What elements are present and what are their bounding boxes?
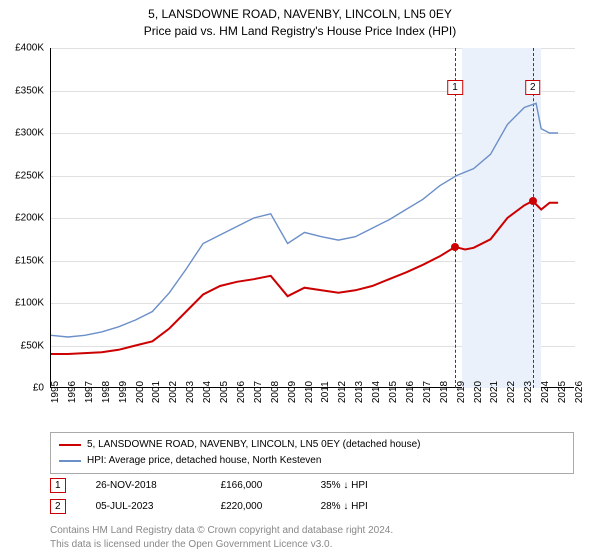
- legend-row: HPI: Average price, detached house, Nort…: [59, 453, 565, 469]
- transaction-marker: 1: [50, 478, 66, 493]
- y-tick-label: £350K: [15, 85, 44, 96]
- x-tick-label: 1998: [101, 381, 112, 403]
- chart-svg: [51, 48, 575, 388]
- x-tick-label: 2005: [219, 381, 230, 403]
- x-tick-label: 2010: [304, 381, 315, 403]
- legend-row: 5, LANSDOWNE ROAD, NAVENBY, LINCOLN, LN5…: [59, 437, 565, 453]
- x-tick-label: 2002: [168, 381, 179, 403]
- transaction-diff: 28% ↓ HPI: [321, 501, 401, 512]
- x-tick-label: 2011: [320, 381, 331, 403]
- attribution-line-1: Contains HM Land Registry data © Crown c…: [50, 524, 393, 538]
- x-tick-label: 2009: [287, 381, 298, 403]
- attribution-line-2: This data is licensed under the Open Gov…: [50, 538, 393, 552]
- x-tick-label: 2016: [405, 381, 416, 403]
- x-tick-label: 2023: [523, 381, 534, 403]
- x-tick-label: 2018: [439, 381, 450, 403]
- x-tick-label: 2026: [574, 381, 585, 403]
- legend-label-hpi: HPI: Average price, detached house, Nort…: [87, 453, 321, 469]
- series-line-hpi: [51, 103, 558, 337]
- x-tick-label: 1999: [118, 381, 129, 403]
- transaction-marker: 2: [50, 499, 66, 514]
- x-tick-label: 2019: [456, 381, 467, 403]
- y-tick-label: £100K: [15, 298, 44, 309]
- x-tick-label: 2003: [185, 381, 196, 403]
- y-tick-label: £150K: [15, 255, 44, 266]
- x-tick-label: 2015: [388, 381, 399, 403]
- x-tick-label: 2014: [371, 381, 382, 403]
- table-row: 1 26-NOV-2018 £166,000 35% ↓ HPI: [50, 478, 401, 493]
- chart-area: 12: [50, 48, 574, 388]
- x-tick-label: 2012: [337, 381, 348, 403]
- x-tick-label: 2017: [422, 381, 433, 403]
- x-tick-label: 2006: [236, 381, 247, 403]
- legend-swatch-property: [59, 444, 81, 446]
- x-tick-label: 2025: [557, 381, 568, 403]
- x-tick-label: 1997: [84, 381, 95, 403]
- transaction-diff: 35% ↓ HPI: [321, 480, 401, 491]
- y-tick-label: £50K: [21, 340, 44, 351]
- x-tick-label: 2024: [540, 381, 551, 403]
- y-tick-label: £300K: [15, 128, 44, 139]
- x-tick-label: 2022: [506, 381, 517, 403]
- y-tick-label: £0: [33, 383, 44, 394]
- x-tick-label: 2004: [202, 381, 213, 403]
- data-point-marker: [451, 243, 459, 251]
- x-tick-label: 2007: [253, 381, 264, 403]
- x-tick-label: 2001: [151, 381, 162, 403]
- attribution: Contains HM Land Registry data © Crown c…: [50, 524, 393, 551]
- data-point-marker: [529, 197, 537, 205]
- x-tick-label: 2013: [354, 381, 365, 403]
- legend-swatch-hpi: [59, 460, 81, 462]
- transaction-price: £166,000: [221, 480, 291, 491]
- x-tick-label: 2000: [135, 381, 146, 403]
- series-line-property: [51, 201, 558, 354]
- x-tick-label: 1996: [67, 381, 78, 403]
- y-tick-label: £400K: [15, 43, 44, 54]
- transaction-price: £220,000: [221, 501, 291, 512]
- y-tick-label: £200K: [15, 213, 44, 224]
- table-row: 2 05-JUL-2023 £220,000 28% ↓ HPI: [50, 499, 401, 514]
- chart-title-block: 5, LANSDOWNE ROAD, NAVENBY, LINCOLN, LN5…: [0, 0, 600, 40]
- transactions-table: 1 26-NOV-2018 £166,000 35% ↓ HPI 2 05-JU…: [50, 478, 401, 520]
- y-tick-label: £250K: [15, 170, 44, 181]
- x-tick-label: 2021: [489, 381, 500, 403]
- transaction-date: 26-NOV-2018: [96, 480, 191, 491]
- x-tick-label: 2020: [473, 381, 484, 403]
- title-line-1: 5, LANSDOWNE ROAD, NAVENBY, LINCOLN, LN5…: [0, 6, 600, 23]
- x-tick-label: 2008: [270, 381, 281, 403]
- legend-label-property: 5, LANSDOWNE ROAD, NAVENBY, LINCOLN, LN5…: [87, 437, 420, 453]
- transaction-date: 05-JUL-2023: [96, 501, 191, 512]
- title-line-2: Price paid vs. HM Land Registry's House …: [0, 23, 600, 40]
- x-tick-label: 1995: [50, 381, 61, 403]
- legend: 5, LANSDOWNE ROAD, NAVENBY, LINCOLN, LN5…: [50, 432, 574, 474]
